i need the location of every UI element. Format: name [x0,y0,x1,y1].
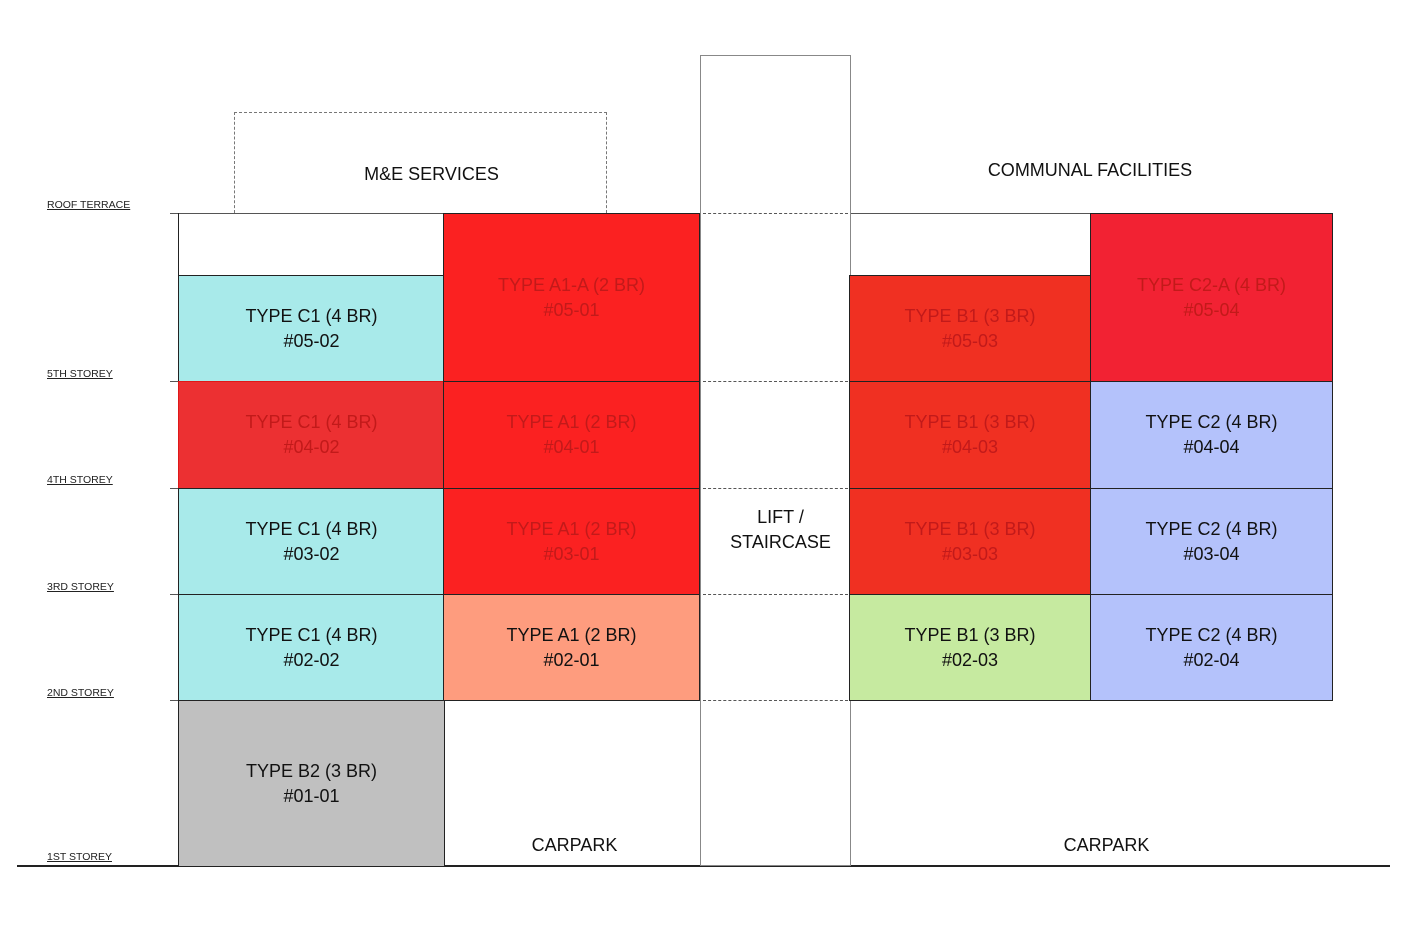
unit-type: TYPE C2 (4 BR) [1145,412,1278,432]
unit-number: #02-01 [543,649,600,670]
unit-03-02[interactable]: TYPE C1 (4 BR) #03-02 [178,488,445,595]
floor-line-4th [170,488,178,489]
unit-type: TYPE C1 (4 BR) [245,305,378,326]
unit-number: #03-04 [1183,543,1240,564]
unit-number: #02-03 [941,649,999,670]
floor-line-5th [170,381,178,382]
unit-type: TYPE C1 (4 BR) [245,412,378,432]
unit-type: TYPE B1 (3 BR) [904,624,1036,645]
unit-05-03[interactable]: TYPE B1 (3 BR) #05-03 [849,275,1091,382]
me-services-label: M&E SERVICES [364,164,499,184]
unit-type: TYPE A1 (2 BR) [506,518,637,539]
unit-01-01[interactable]: TYPE B2 (3 BR) #01-01 [178,700,445,866]
unit-number: #01-01 [283,785,340,806]
lift-floor-line-3rd [703,594,848,595]
unit-04-02[interactable]: TYPE C1 (4 BR) #04-02 [178,381,445,489]
carpark-right-label: CARPARK [1063,835,1150,855]
me-services-box [234,112,607,213]
unit-number: #04-02 [283,437,340,457]
unit-number: #05-04 [1183,299,1240,320]
unit-05-04[interactable]: TYPE C2-A (4 BR) #05-04 [1090,213,1333,382]
floor-line-3rd [170,594,178,595]
unit-number: #03-01 [543,543,600,564]
unit-02-03[interactable]: TYPE B1 (3 BR) #02-03 [849,594,1091,701]
unit-type: TYPE A1-A (2 BR) [497,274,646,295]
floor-label-3rd-storey: 3RD STOREY [47,581,114,593]
unit-02-04[interactable]: TYPE C2 (4 BR) #02-04 [1090,594,1333,701]
unit-number: #04-03 [941,437,999,457]
unit-type: TYPE C2 (4 BR) [1145,624,1278,645]
unit-04-03[interactable]: TYPE B1 (3 BR) #04-03 [849,381,1091,489]
unit-number: #02-04 [1183,649,1240,670]
lift-floor-line-roof [703,213,848,214]
unit-number: #03-02 [283,543,340,564]
communal-facilities-label: COMMUNAL FACILITIES [987,160,1193,180]
unit-05-01[interactable]: TYPE A1-A (2 BR) #05-01 [443,213,700,382]
unit-type: TYPE C1 (4 BR) [245,518,378,539]
unit-03-03[interactable]: TYPE B1 (3 BR) #03-03 [849,488,1091,595]
unit-type: TYPE B1 (3 BR) [904,412,1036,432]
unit-type: TYPE C1 (4 BR) [245,624,378,645]
floor-line-2nd [170,700,178,701]
lift-floor-line-4th [703,488,848,489]
lift-floor-line-2nd [703,700,848,701]
unit-type: TYPE B2 (3 BR) [245,760,378,781]
unit-02-02[interactable]: TYPE C1 (4 BR) #02-02 [178,594,445,701]
carpark-left-label: CARPARK [531,835,618,855]
lift-staircase-label: LIFT / STAIRCASE [700,505,861,555]
unit-type: TYPE B1 (3 BR) [904,305,1036,326]
unit-02-01[interactable]: TYPE A1 (2 BR) #02-01 [443,594,700,701]
roof-line-left [178,213,445,214]
unit-number: #04-04 [1183,437,1240,457]
floor-label-4th-storey: 4TH STOREY [47,474,113,486]
floor-label-5th-storey: 5TH STOREY [47,368,113,380]
floor-label-roof-terrace: ROOF TERRACE [47,199,131,211]
unit-type: TYPE C2-A (4 BR) [1136,274,1287,295]
unit-number: #03-03 [941,543,999,564]
lift-staircase-core [700,55,851,866]
roof-line-right [851,213,1091,214]
lift-label-line1: LIFT / [757,507,804,527]
unit-number: #05-01 [543,299,600,320]
unit-number: #05-03 [941,330,999,351]
unit-04-01[interactable]: TYPE A1 (2 BR) #04-01 [443,381,700,489]
unit-04-04[interactable]: TYPE C2 (4 BR) #04-04 [1090,381,1333,489]
lift-floor-line-5th [703,381,848,382]
unit-05-02[interactable]: TYPE C1 (4 BR) #05-02 [178,275,445,382]
unit-number: #05-02 [283,330,340,351]
unit-03-01[interactable]: TYPE A1 (2 BR) #03-01 [443,488,700,595]
unit-type: TYPE A1 (2 BR) [506,624,637,645]
floor-line-roof [170,213,178,214]
floor-label-2nd-storey: 2ND STOREY [47,687,114,699]
unit-number: #04-01 [543,437,600,457]
unit-type: TYPE B1 (3 BR) [904,518,1036,539]
ground-line [17,865,1390,867]
unit-type: TYPE C2 (4 BR) [1145,518,1278,539]
lift-label-line2: STAIRCASE [730,532,831,552]
unit-03-04[interactable]: TYPE C2 (4 BR) #03-04 [1090,488,1333,595]
unit-type: TYPE A1 (2 BR) [506,412,637,432]
floor-label-1st-storey: 1ST STOREY [47,851,112,863]
unit-number: #02-02 [283,649,340,670]
